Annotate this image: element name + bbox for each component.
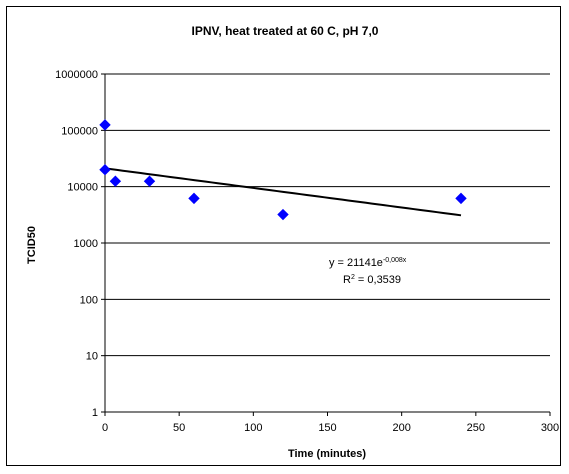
chart-title: IPNV, heat treated at 60 C, pH 7,0 xyxy=(192,24,379,38)
data-point xyxy=(188,192,200,205)
data-point xyxy=(455,192,467,205)
y-axis-label: TCID50 xyxy=(26,226,38,264)
x-tick-label: 150 xyxy=(318,422,336,434)
data-point xyxy=(109,175,122,187)
chart-svg: IPNV, heat treated at 60 C, pH 7,0 1 10 10… xyxy=(26,24,559,460)
y-tick-label: 10000 xyxy=(67,182,98,194)
y-tick-label: 1 xyxy=(92,407,98,419)
trendline xyxy=(104,167,462,217)
y-tick-label: 10 xyxy=(86,351,98,363)
x-axis-label: Time (minutes) xyxy=(288,448,366,460)
data-point xyxy=(143,175,156,187)
equation-exponent: -0,008x xyxy=(383,257,407,264)
x-tick-label: 100 xyxy=(244,422,262,434)
x-tick-label: 50 xyxy=(173,422,185,434)
r2-prefix: R xyxy=(343,274,351,286)
data-point xyxy=(99,119,111,131)
equation-base: y = 21141e xyxy=(329,257,383,269)
data-point xyxy=(99,164,111,176)
y-tick-label: 100000 xyxy=(61,125,98,137)
r-squared-label: R2 = 0,3539 xyxy=(343,274,401,286)
trendline-curve xyxy=(104,167,462,217)
x-tick-label: 200 xyxy=(392,422,410,434)
x-tick-label: 0 xyxy=(102,422,108,434)
gridlines xyxy=(101,73,550,413)
y-tick-labels: 1 10 100 1000 10000 100000 1000000 xyxy=(55,69,98,419)
data-points xyxy=(99,119,467,221)
r2-exponent: 2 xyxy=(351,274,355,281)
trendline-equation: y = 21141e-0,008x xyxy=(329,257,407,269)
y-tick-label: 1000000 xyxy=(55,69,98,81)
data-point xyxy=(277,208,289,221)
x-tick-label: 250 xyxy=(467,422,485,434)
y-tick-label: 100 xyxy=(80,294,98,306)
x-tick-label: 300 xyxy=(541,422,559,434)
x-tick-labels: 0 50 100 150 200 250 300 xyxy=(102,422,559,434)
y-tick-label: 1000 xyxy=(74,238,98,250)
chart-frame: IPNV, heat treated at 60 C, pH 7,0 1 10 10… xyxy=(6,6,561,466)
r2-value: = 0,3539 xyxy=(355,274,401,286)
